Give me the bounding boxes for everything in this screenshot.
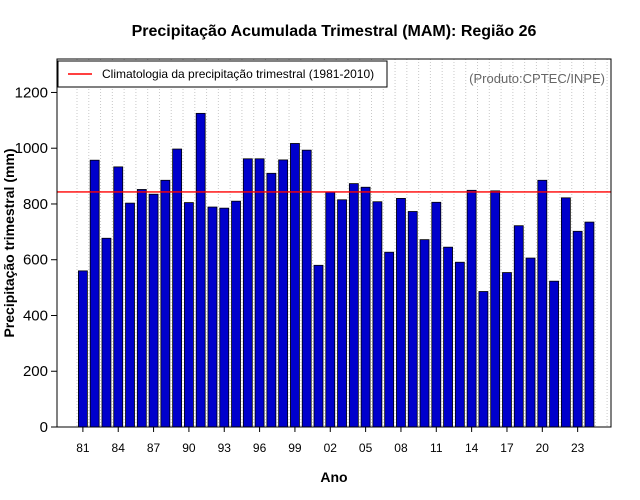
bar-10 <box>419 239 430 428</box>
x-tick-label: 23 <box>571 441 585 455</box>
bar-22 <box>560 197 571 428</box>
chart-title: Precipitação Acumulada Trimestral (MAM):… <box>132 23 537 40</box>
bar-98 <box>278 159 289 428</box>
bar-06 <box>372 201 383 428</box>
bar-97 <box>266 172 277 428</box>
bar-92 <box>207 206 218 428</box>
bar-20 <box>537 179 548 428</box>
bar-05 <box>360 186 371 428</box>
bars <box>78 112 595 428</box>
bar-19 <box>525 257 536 428</box>
bar-90 <box>184 202 194 428</box>
bar-23 <box>572 230 583 428</box>
bar-94 <box>231 200 241 428</box>
x-tick-label: 90 <box>182 441 196 455</box>
y-tick-label: 1000 <box>15 140 48 157</box>
bar-15 <box>478 291 489 428</box>
legend-box <box>57 60 388 88</box>
x-tick-label: 99 <box>288 441 302 455</box>
bar-11 <box>431 201 442 428</box>
bar-08 <box>396 197 406 428</box>
bar-87 <box>148 193 159 428</box>
x-axis-label: Ano <box>320 469 347 485</box>
x-tick-label: 84 <box>112 441 126 455</box>
bar-24 <box>584 221 595 428</box>
bar-14 <box>466 189 477 428</box>
legend-label: Climatologia da precipitação trimestral … <box>102 67 374 81</box>
bar-81 <box>78 270 88 428</box>
bar-99 <box>290 143 300 428</box>
credit-annotation: (Produto:CPTEC/INPE) <box>469 71 605 86</box>
bar-21 <box>549 280 559 428</box>
bar-88 <box>160 179 171 428</box>
x-tick-label: 11 <box>430 441 443 455</box>
y-tick-label: 0 <box>40 419 48 436</box>
y-tick-label: 800 <box>23 196 48 213</box>
bar-09 <box>407 211 418 428</box>
x-tick-label: 20 <box>536 441 550 455</box>
bar-89 <box>172 148 183 428</box>
bar-02 <box>325 191 336 428</box>
y-tick-label: 600 <box>23 252 48 269</box>
bar-82 <box>89 159 100 428</box>
bar-03 <box>337 199 347 428</box>
plot-frame <box>56 58 612 428</box>
bar-17 <box>502 272 512 428</box>
bar-83 <box>101 237 112 428</box>
bar-01 <box>313 264 324 428</box>
bar-93 <box>219 207 230 428</box>
bar-04 <box>348 183 359 428</box>
bar-85 <box>125 202 135 428</box>
x-tick-label: 96 <box>253 441 267 455</box>
grid <box>76 59 608 427</box>
y-tick-label: 200 <box>23 363 48 380</box>
bar-18 <box>513 225 524 428</box>
bar-84 <box>113 166 124 428</box>
bar-13 <box>454 261 465 428</box>
x-tick-label: 93 <box>218 441 232 455</box>
x-tick-label: 08 <box>394 441 408 455</box>
bar-86 <box>136 189 147 428</box>
y-axis: 0 200 400 600 800 1000 1200 <box>15 84 57 436</box>
x-tick-label: 17 <box>500 441 514 455</box>
y-tick-label: 1200 <box>15 84 48 101</box>
x-tick-label: 14 <box>465 441 479 455</box>
y-axis-label: Precipitação trimestral (mm) <box>1 148 17 337</box>
x-tick-label: 87 <box>147 441 161 455</box>
bar-07 <box>384 251 395 428</box>
legend: Climatologia da precipitação trimestral … <box>57 60 388 88</box>
bar-12 <box>443 246 453 428</box>
bar-96 <box>254 158 265 428</box>
x-tick-label: 05 <box>359 441 373 455</box>
bar-16 <box>490 190 501 428</box>
x-tick-label: 81 <box>76 441 90 455</box>
x-axis: 81 84 87 90 93 96 99 02 05 08 11 14 17 20 23 <box>76 427 585 455</box>
bar-95 <box>242 158 253 428</box>
bar-91 <box>195 112 206 428</box>
x-tick-label: 02 <box>324 441 338 455</box>
y-tick-label: 400 <box>23 307 48 324</box>
